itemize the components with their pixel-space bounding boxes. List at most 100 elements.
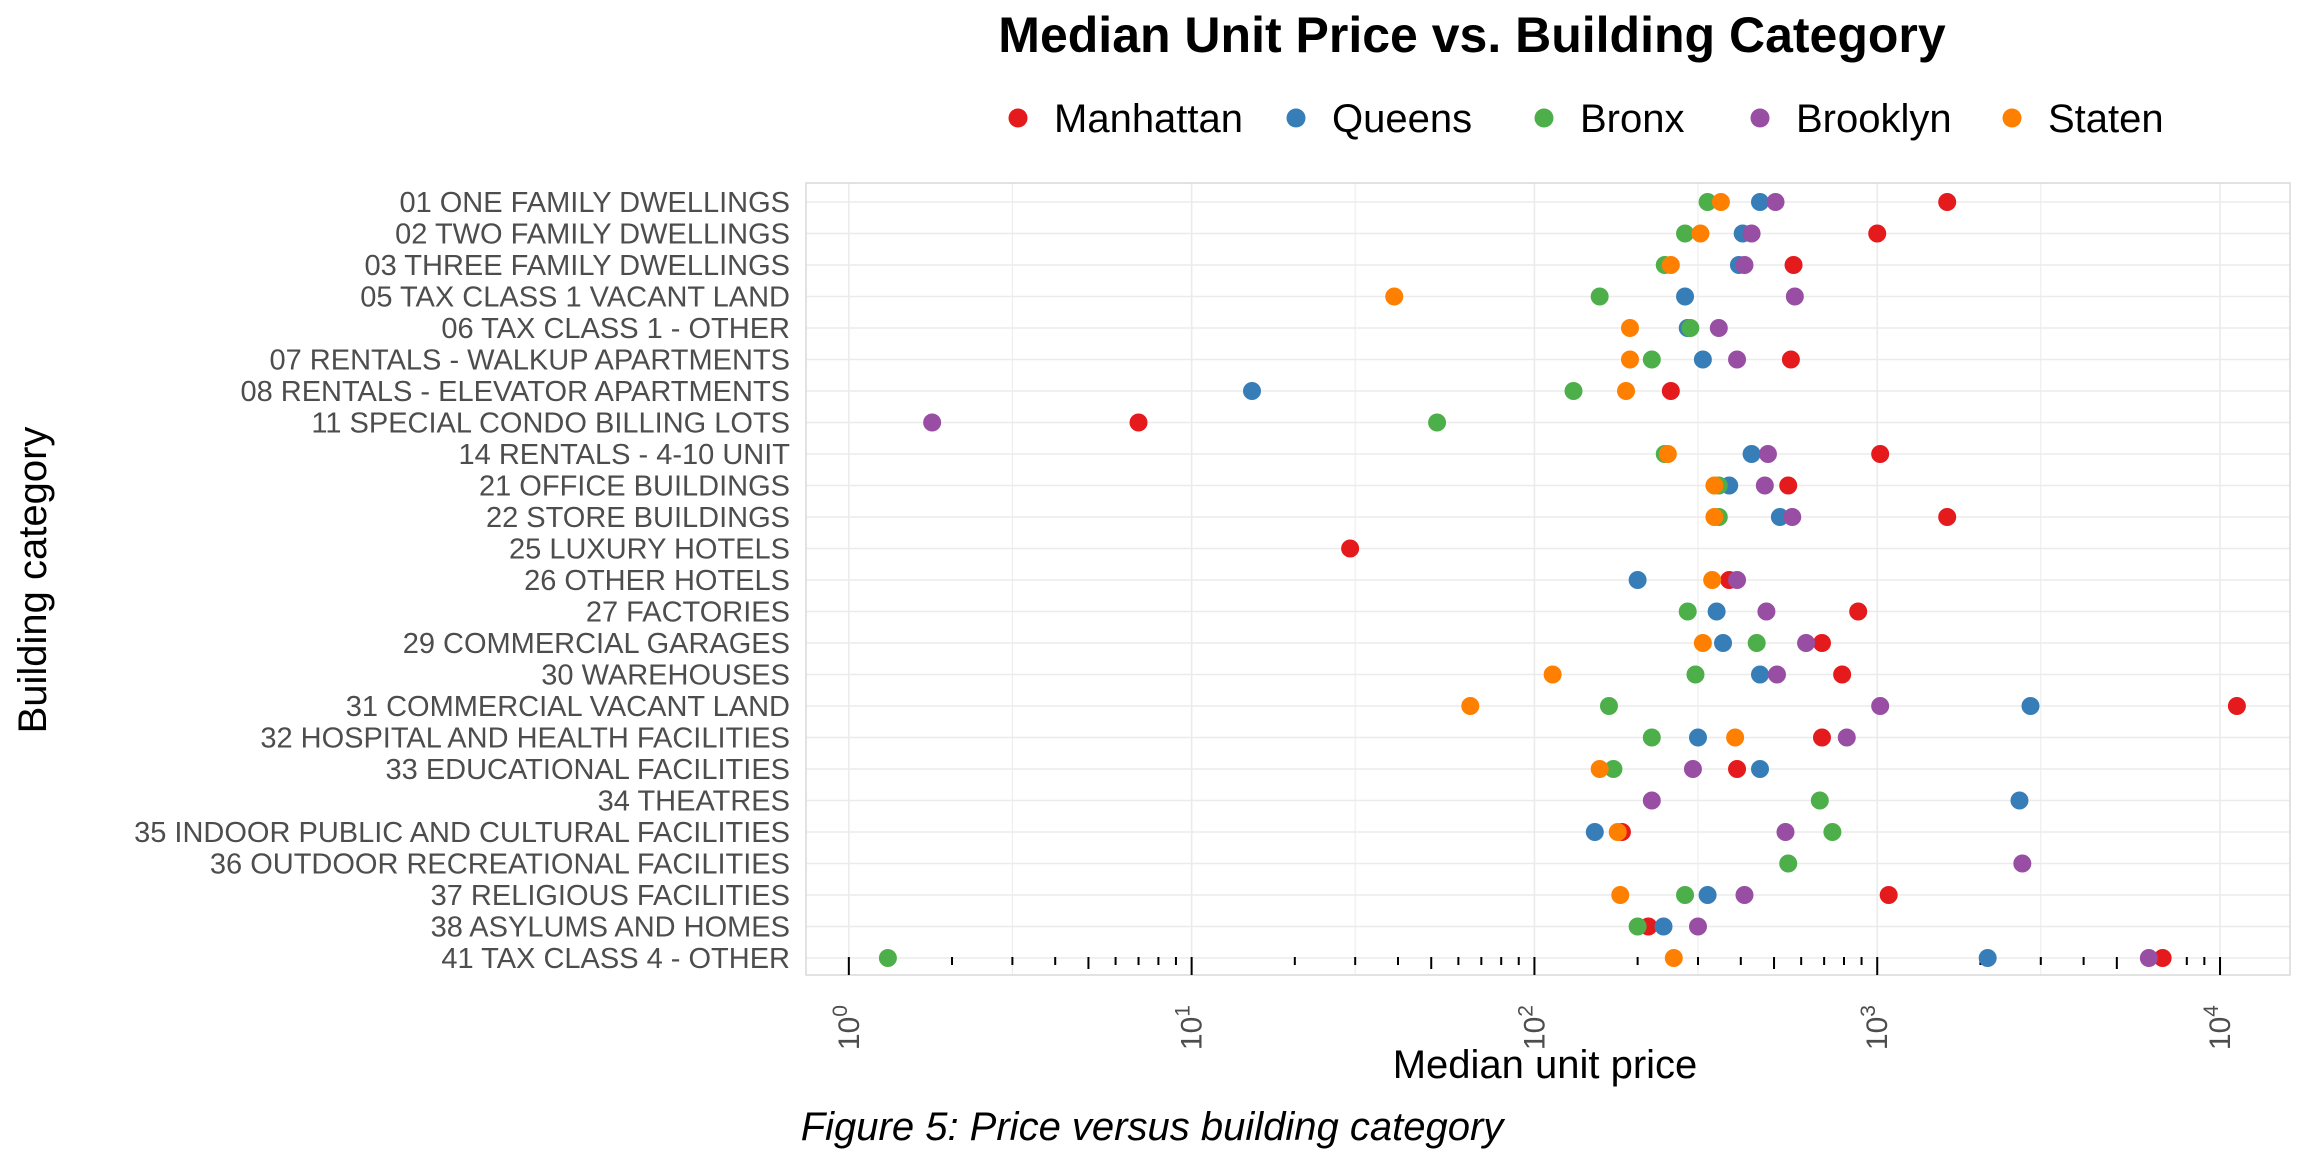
data-point xyxy=(1590,287,1609,306)
category-label: 08 RENTALS - ELEVATOR APARTMENTS xyxy=(240,376,790,408)
x-tick-label: 101 xyxy=(1172,1005,1209,1050)
data-point xyxy=(1676,886,1695,904)
category-label: 11 SPECIAL CONDO BILLING LOTS xyxy=(311,408,790,440)
data-point xyxy=(1608,823,1627,841)
data-point xyxy=(1242,382,1261,400)
data-point xyxy=(1812,728,1831,747)
category-label: 02 TWO FAMILY DWELLINGS xyxy=(395,219,790,251)
category-label: 01 ONE FAMILY DWELLINGS xyxy=(399,187,790,219)
data-point xyxy=(1750,665,1769,684)
category-label: 38 ASYLUMS AND HOMES xyxy=(431,912,790,944)
data-point xyxy=(1642,728,1661,747)
plot-panel xyxy=(805,182,2291,976)
data-point xyxy=(1797,634,1816,652)
data-point xyxy=(1385,287,1404,306)
data-point xyxy=(1728,350,1747,369)
category-label: 06 TAX CLASS 1 - OTHER xyxy=(441,313,790,345)
data-point xyxy=(1585,823,1604,841)
data-point xyxy=(1661,382,1680,400)
data-point xyxy=(1705,476,1724,495)
data-point xyxy=(2227,697,2246,715)
legend-label: Brooklyn xyxy=(1796,97,1952,141)
data-points xyxy=(878,193,2246,967)
data-point xyxy=(1770,508,1789,526)
data-point xyxy=(2021,697,2040,715)
category-label: 35 INDOOR PUBLIC AND CULTURAL FACILITIES xyxy=(134,817,790,849)
chart-title: Median Unit Price vs. Building Category xyxy=(998,7,1946,63)
category-label: 05 TAX CLASS 1 VACANT LAND xyxy=(360,282,790,314)
data-point xyxy=(1938,508,1957,526)
data-point xyxy=(1757,602,1776,621)
data-point xyxy=(1938,193,1957,211)
data-point xyxy=(1129,413,1148,432)
legend-key xyxy=(1750,108,1770,128)
data-point xyxy=(1705,508,1724,526)
data-point xyxy=(1833,665,1852,684)
data-point xyxy=(1742,445,1761,463)
legend-key xyxy=(1534,108,1554,128)
data-point xyxy=(1750,760,1769,778)
data-point xyxy=(1978,949,1997,967)
x-tick-label: 104 xyxy=(2200,1005,2237,1050)
data-point xyxy=(1711,193,1730,211)
data-point xyxy=(1868,224,1887,243)
data-point xyxy=(1543,665,1562,684)
data-point xyxy=(1461,697,1480,715)
data-point xyxy=(1564,382,1583,400)
data-point xyxy=(1693,350,1712,369)
legend-label: Queens xyxy=(1332,97,1472,141)
data-point xyxy=(878,949,897,967)
legend-label: Staten xyxy=(2048,97,2164,141)
category-label: 25 LUXURY HOTELS xyxy=(509,534,790,566)
data-point xyxy=(1735,256,1754,274)
category-label: 14 RENTALS - 4-10 UNIT xyxy=(459,439,791,471)
legend-label: Manhattan xyxy=(1054,97,1243,141)
data-point xyxy=(1693,634,1712,652)
data-point xyxy=(1676,287,1695,306)
y-axis-title: Building category xyxy=(11,427,55,734)
data-point xyxy=(2139,949,2158,967)
data-point xyxy=(1604,760,1623,778)
x-axis: 100 101 102 103 104 xyxy=(829,957,2237,1050)
data-point xyxy=(1735,886,1754,904)
data-point xyxy=(1767,665,1786,684)
data-point xyxy=(1871,697,1890,715)
data-point xyxy=(1678,602,1697,621)
category-label: 37 RELIGIOUS FACILITIES xyxy=(431,880,790,912)
category-label: 03 THREE FAMILY DWELLINGS xyxy=(365,250,790,282)
data-point xyxy=(1747,634,1766,652)
data-point xyxy=(1785,287,1804,306)
x-tick-label: 103 xyxy=(1857,1005,1894,1050)
category-label: 36 OUTDOOR RECREATIONAL FACILITIES xyxy=(210,849,790,881)
x-tick-label: 102 xyxy=(1514,1005,1551,1050)
grid xyxy=(806,183,2290,975)
data-point xyxy=(1726,728,1745,747)
data-point xyxy=(1688,728,1707,747)
data-point xyxy=(1766,193,1785,211)
data-point xyxy=(1755,476,1774,495)
data-point xyxy=(1628,917,1647,936)
category-label: 31 COMMERCIAL VACANT LAND xyxy=(346,691,790,723)
figure-caption: Figure 5: Price versus building category xyxy=(800,1105,1504,1149)
data-point xyxy=(1428,413,1447,432)
data-point xyxy=(1823,823,1842,841)
category-label: 29 COMMERCIAL GARAGES xyxy=(403,628,790,660)
category-label: 41 TAX CLASS 4 - OTHER xyxy=(441,943,790,975)
data-point xyxy=(1664,949,1683,967)
data-point xyxy=(1779,476,1798,495)
data-point xyxy=(1620,350,1639,369)
legend-label: Bronx xyxy=(1580,97,1685,141)
data-point xyxy=(1617,382,1636,400)
data-point xyxy=(2010,791,2029,810)
category-label: 27 FACTORIES xyxy=(586,597,790,629)
data-point xyxy=(1837,728,1856,747)
data-point xyxy=(1654,917,1673,936)
data-point xyxy=(2153,949,2172,967)
data-point xyxy=(1871,445,1890,463)
data-point xyxy=(1628,571,1647,589)
data-point xyxy=(1686,665,1705,684)
data-point xyxy=(1714,634,1733,652)
data-point xyxy=(1341,539,1360,558)
data-point xyxy=(1776,823,1795,841)
